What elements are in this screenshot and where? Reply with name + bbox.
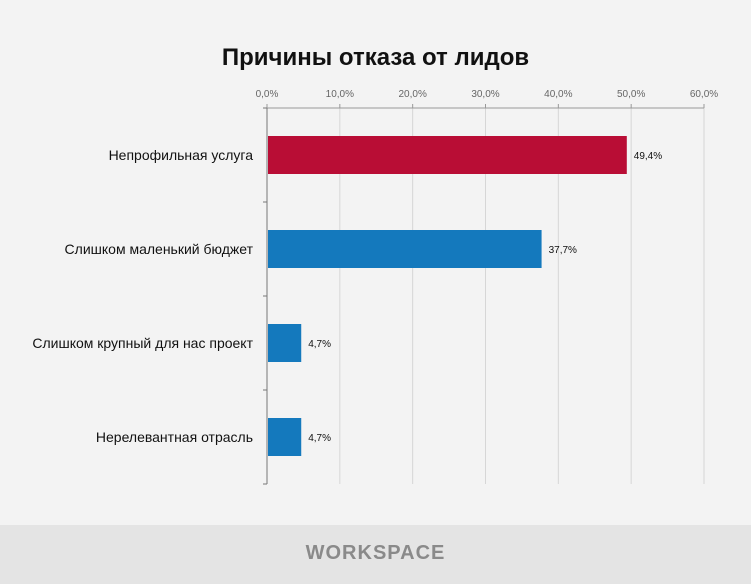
data-label: 49,4%: [634, 151, 662, 162]
data-label: 37,7%: [549, 245, 577, 256]
bar: [268, 324, 302, 362]
x-tick-label: 20,0%: [398, 89, 426, 100]
bar: [268, 136, 627, 174]
category-label: Непрофильная услуга: [109, 147, 254, 163]
x-tick-label: 60,0%: [690, 89, 718, 100]
workspace-logo: WORKSPACE: [305, 542, 446, 564]
bar-chart: 0,0% 10,0% 20,0% 30,0% 40,0% 50,0% 60,0% Непроф…: [32, 89, 718, 485]
x-tick-label: 30,0%: [471, 89, 499, 100]
x-tick-label: 10,0%: [326, 89, 354, 100]
data-label: 4,7%: [308, 339, 331, 350]
x-tick-label: 40,0%: [544, 89, 572, 100]
chart-title: Причины отказа от лидов: [221, 44, 530, 71]
category-label: Слишком крупный для нас проект: [32, 335, 253, 351]
bar: [268, 418, 302, 456]
bar: [268, 230, 542, 268]
x-tick-label: 0,0%: [256, 89, 279, 100]
footer: WORKSPACE: [0, 525, 751, 584]
data-label: 4,7%: [308, 433, 331, 444]
x-tick-label: 50,0%: [617, 89, 645, 100]
category-label: Нерелевантная отрасль: [96, 429, 253, 445]
category-label: Слишком маленький бюджет: [65, 241, 254, 257]
